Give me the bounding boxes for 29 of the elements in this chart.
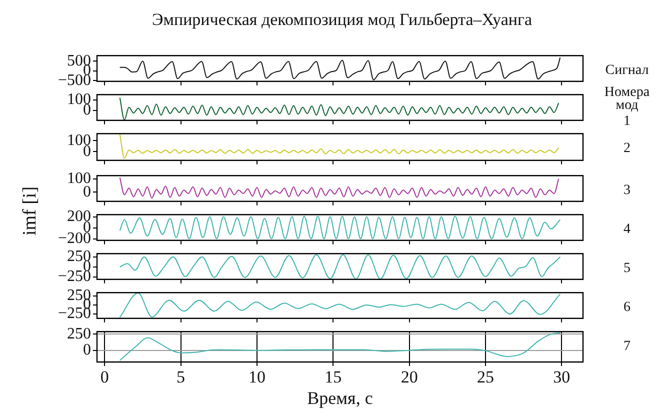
line-series (119, 292, 561, 318)
line-series (119, 97, 560, 120)
x-tick-label: 0 (100, 368, 109, 387)
y2-axis-title: 4 (624, 222, 630, 236)
y-axis-title: imf [i] (19, 186, 42, 236)
text: Номера мод (603, 84, 651, 112)
line-series (119, 254, 561, 280)
line-series (119, 134, 560, 159)
x-tick-label: 15 (324, 368, 342, 387)
line-series (119, 332, 561, 361)
y2-axis-title: 5 (624, 260, 630, 276)
x-tick-label: 30 (553, 368, 570, 387)
x-tick-label: 10 (248, 368, 266, 387)
y2-axis-title: 7 (624, 339, 630, 354)
y2-axis-title: Сигнал (605, 62, 649, 78)
y-tick-label: 250 (67, 325, 91, 342)
y-tick-label: 0 (83, 342, 91, 359)
y2-axis-title: 6 (624, 300, 630, 314)
x-tick-label: 5 (176, 368, 186, 387)
x-tick-label: 20 (400, 368, 418, 387)
line-series (119, 177, 560, 199)
chart-title: Эмпирическая декомпозиция мод Гильберта–Хуанга (152, 10, 532, 30)
y2-axis-title: 3 (624, 182, 630, 198)
line-series (119, 216, 561, 240)
y2-axis-title: 1 (624, 114, 630, 128)
x-tick-label: 25 (476, 368, 494, 387)
x-axis-title: Время, с (307, 388, 373, 408)
line-series (119, 57, 561, 80)
y2-axis-title: 2 (624, 141, 630, 156)
